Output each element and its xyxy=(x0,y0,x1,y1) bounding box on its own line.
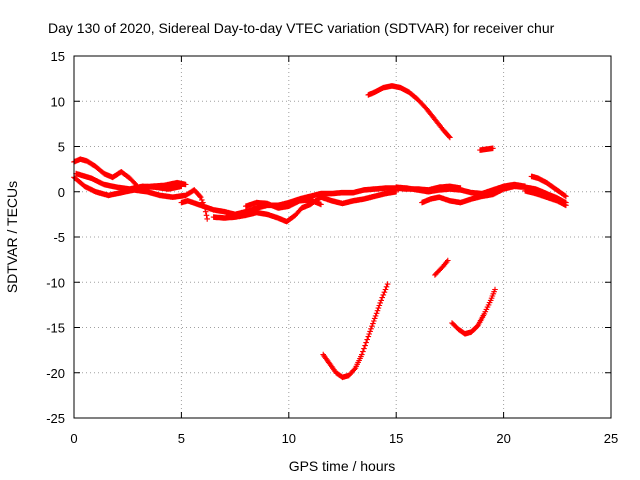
point-marks xyxy=(522,188,569,209)
y-axis-label: SDTVAR / TECUs xyxy=(4,181,20,293)
point-marks xyxy=(528,173,569,200)
y-tick-label: -25 xyxy=(46,411,65,426)
data-points xyxy=(71,83,569,381)
series-arc-10 xyxy=(522,188,569,209)
point-marks xyxy=(432,257,451,278)
series-arc-3 xyxy=(73,170,185,192)
series-arc-15 xyxy=(449,286,498,337)
point-marks xyxy=(243,197,324,211)
series-arc-13 xyxy=(320,281,391,381)
y-tick-label: -15 xyxy=(46,321,65,336)
series-arc-8 xyxy=(393,181,528,197)
point-marks xyxy=(365,83,453,141)
point-marks xyxy=(393,181,528,197)
point-marks xyxy=(210,188,399,225)
grid-lines xyxy=(74,56,611,418)
y-tick-label: 10 xyxy=(51,94,65,109)
series-arc-11 xyxy=(365,83,453,141)
series-arc-9 xyxy=(528,173,569,200)
series-arc-5 xyxy=(210,188,399,225)
y-tick-label: 15 xyxy=(51,49,65,64)
series-arc-2 xyxy=(71,174,210,222)
y-tick-label: 0 xyxy=(58,185,65,200)
point-marks xyxy=(449,286,498,337)
y-tick-label: -20 xyxy=(46,366,65,381)
point-marks xyxy=(73,170,185,192)
x-tick-label: 25 xyxy=(604,431,618,446)
point-marks xyxy=(320,281,391,381)
y-axis-ticks: -25 -20 -15 -10 -5 0 5 10 15 xyxy=(46,49,611,426)
chart-title: Day 130 of 2020, Sidereal Day-to-day VTE… xyxy=(48,20,555,36)
x-tick-label: 5 xyxy=(178,431,185,446)
x-tick-label: 15 xyxy=(389,431,403,446)
series-arc-12 xyxy=(477,145,496,153)
y-tick-label: -10 xyxy=(46,275,65,290)
x-tick-label: 10 xyxy=(282,431,296,446)
point-marks xyxy=(71,156,189,190)
x-axis-label: GPS time / hours xyxy=(289,458,396,474)
x-tick-label: 0 xyxy=(70,431,77,446)
series-arc-14 xyxy=(432,257,451,278)
series-arc-1 xyxy=(71,156,189,190)
x-axis-ticks: 0 5 10 15 20 25 xyxy=(70,56,618,446)
point-marks xyxy=(477,145,496,153)
point-marks xyxy=(71,174,210,222)
y-tick-label: -5 xyxy=(53,230,65,245)
x-tick-label: 20 xyxy=(496,431,510,446)
series-arc-6 xyxy=(243,197,324,211)
y-tick-label: 5 xyxy=(58,140,65,155)
